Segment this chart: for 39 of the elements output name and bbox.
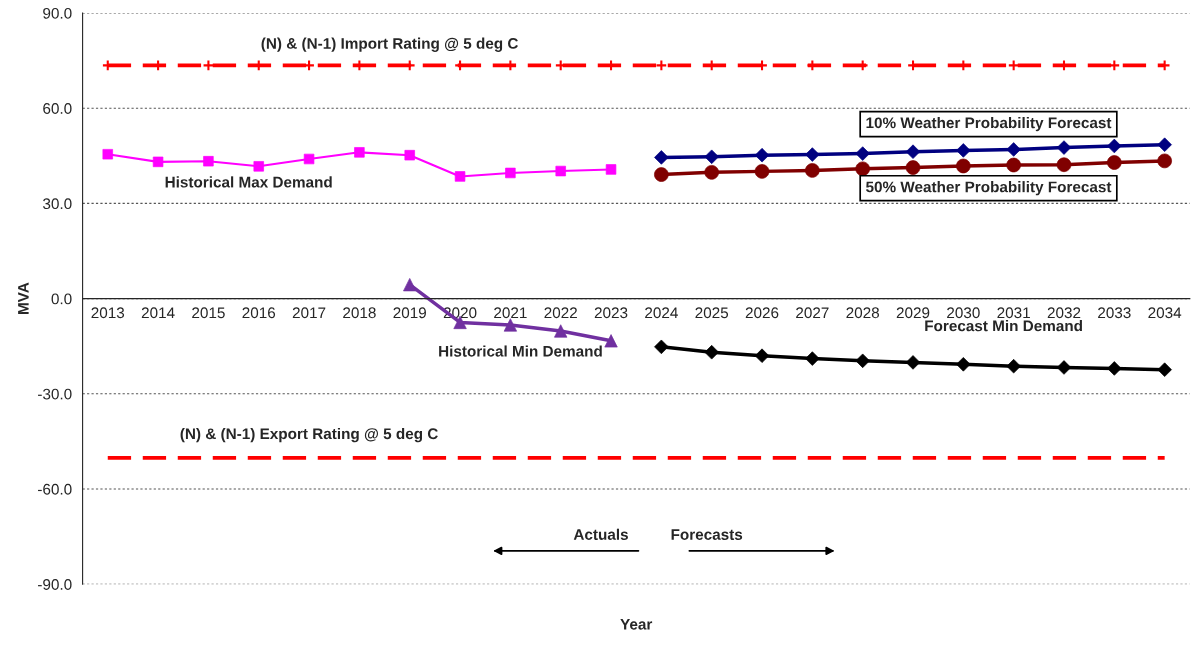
x-axis-title: Year	[620, 619, 653, 630]
x-tick-label: 2024	[645, 307, 678, 319]
y-tick-label: -90.0	[38, 579, 72, 590]
x-tick-label: 2027	[796, 307, 829, 319]
x-tick-label: 2019	[393, 307, 426, 319]
x-tick-label: 2017	[292, 307, 326, 319]
x-tick-label: 2031	[997, 307, 1030, 319]
series-label: Historical Min Demand	[439, 345, 602, 357]
series-label: Forecast Min Demand	[925, 320, 1082, 332]
x-tick-label: 2034	[1148, 307, 1182, 319]
series-label: Historical Max Demand	[165, 176, 332, 188]
x-tick-label: 2016	[242, 307, 276, 319]
series-label: (N) & (N-1) Import Rating @ 5 deg C	[261, 37, 518, 52]
x-tick-label: 2032	[1047, 307, 1081, 319]
x-tick-label: 2033	[1098, 307, 1131, 319]
y-tick-label: -30.0	[38, 388, 72, 400]
x-tick-label: 2013	[91, 307, 125, 319]
x-tick-label: 2028	[846, 307, 880, 319]
x-tick-label: 2021	[494, 307, 527, 319]
x-tick-label: 2018	[343, 307, 376, 319]
annotation: Actuals	[573, 528, 628, 540]
x-tick-label: 2023	[594, 307, 628, 319]
y-tick-label: -60.0	[38, 483, 72, 495]
x-tick-label: 2014	[141, 307, 175, 319]
series-label: 10% Weather Probability Forecast	[866, 116, 1112, 132]
y-tick-label: 0.0	[51, 293, 72, 305]
x-tick-label: 2025	[695, 307, 729, 319]
series-label: 50% Weather Probability Forecast	[866, 181, 1112, 196]
x-tick-label: 2030	[947, 307, 980, 319]
y-tick-label: 30.0	[43, 198, 72, 210]
y-tick-label: 90.0	[43, 7, 72, 19]
x-tick-label: 2022	[544, 307, 577, 319]
x-tick-label: 2029	[896, 307, 930, 319]
x-tick-label: 2026	[745, 307, 779, 319]
annotation: Forecasts	[671, 529, 743, 540]
x-tick-label: 2015	[192, 307, 225, 319]
y-axis-title: MVA	[18, 282, 29, 315]
y-tick-label: 60.0	[43, 103, 72, 114]
series-label: (N) & (N-1) Export Rating @ 5 deg C	[180, 427, 438, 443]
